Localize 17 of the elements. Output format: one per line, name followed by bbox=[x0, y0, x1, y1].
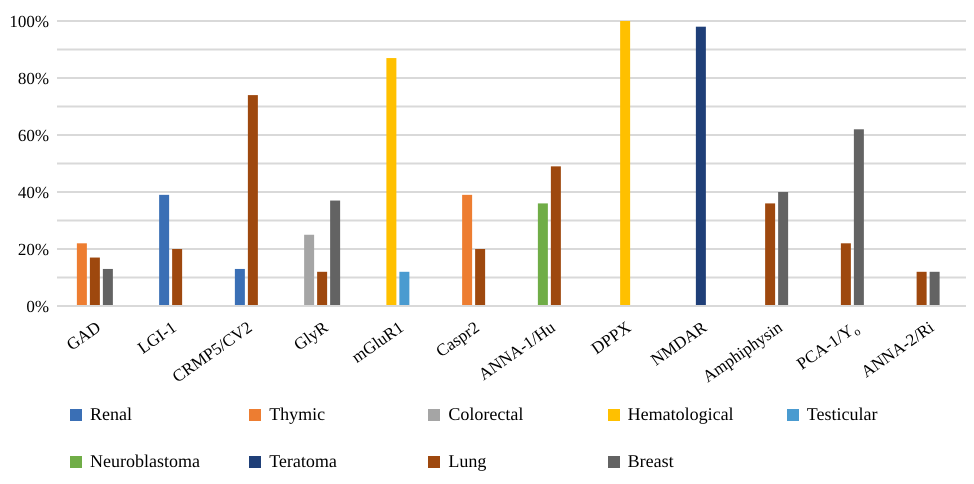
y-tick-label: 80% bbox=[18, 69, 49, 88]
x-tick-label: GAD bbox=[62, 318, 104, 354]
legend-label: Breast bbox=[628, 451, 674, 472]
y-tick-label: 0% bbox=[26, 297, 49, 316]
legend-label: Hematological bbox=[628, 404, 734, 425]
legend-label: Teratoma bbox=[269, 451, 337, 472]
y-tick-label: 40% bbox=[18, 183, 49, 202]
legend-label: Renal bbox=[90, 404, 132, 425]
legend-label: Lung bbox=[448, 451, 486, 472]
legend-label: Neuroblastoma bbox=[90, 451, 200, 472]
legend-label: Colorectal bbox=[448, 404, 524, 425]
legend-label: Thymic bbox=[269, 404, 326, 425]
y-tick-label: 60% bbox=[18, 126, 49, 146]
x-tick-label: GlyR bbox=[290, 317, 332, 354]
legend-label: Testicular bbox=[806, 404, 878, 425]
y-tick-label: 100% bbox=[9, 12, 49, 32]
y-tick-label: 20% bbox=[18, 240, 49, 260]
